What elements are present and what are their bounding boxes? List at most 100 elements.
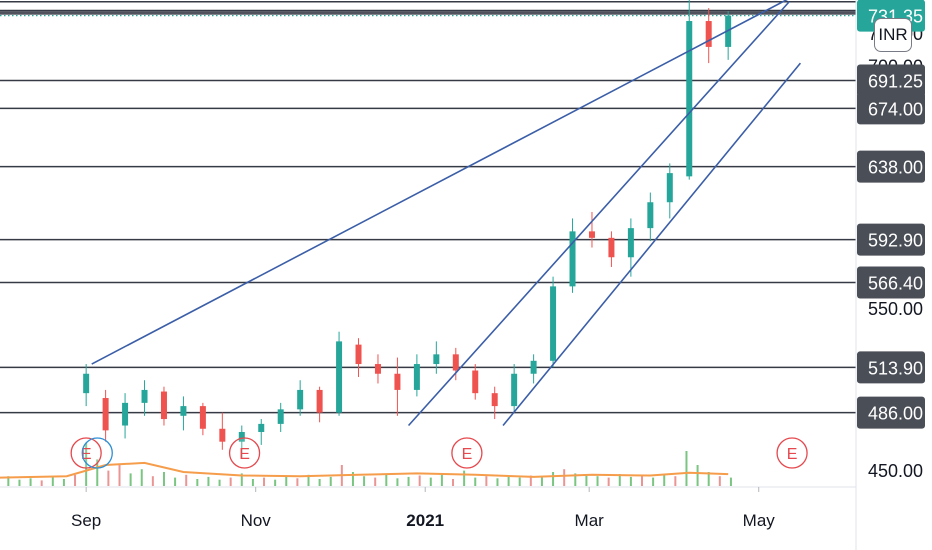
- volume-bar: [329, 476, 332, 486]
- volume-bar: [196, 479, 199, 486]
- volume-bar: [652, 477, 655, 486]
- volume-bar: [507, 476, 510, 486]
- volume-bar: [185, 474, 188, 486]
- candle-body: [550, 286, 557, 361]
- candle-body: [588, 231, 595, 238]
- volume-bar: [474, 477, 477, 486]
- earnings-marker: [451, 437, 483, 469]
- volume-bar: [96, 459, 99, 486]
- volume-bar: [296, 478, 299, 486]
- time-axis-tick-label: Mar: [575, 511, 605, 530]
- volume-moving-average-line: [0, 461, 729, 479]
- volume-bar: [218, 479, 221, 486]
- volume-bar: [307, 474, 310, 486]
- volume-bar: [140, 469, 143, 486]
- volume-bar: [607, 477, 610, 486]
- volume-bar: [118, 465, 121, 486]
- candle-body: [102, 398, 109, 431]
- level-price-tag-label: 513.90: [868, 358, 923, 378]
- candle-body: [238, 431, 245, 442]
- candle-body: [705, 21, 712, 47]
- volume-bar: [518, 477, 521, 486]
- level-price-tag-label: 592.90: [868, 231, 923, 251]
- candle-body: [627, 228, 634, 258]
- volume-bar: [407, 476, 410, 486]
- level-price-tag: [857, 351, 925, 384]
- candle-body: [297, 389, 304, 410]
- volume-bar: [107, 470, 110, 486]
- candle-body: [491, 393, 498, 407]
- volume-bar: [251, 479, 254, 486]
- level-price-tag: [857, 396, 925, 429]
- volume-bar: [618, 474, 621, 486]
- candle-body: [219, 428, 226, 442]
- level-price-tag: [857, 64, 925, 97]
- price-axis-tick-label: 550.00: [868, 299, 923, 319]
- volume-bar: [674, 476, 677, 486]
- candle-body: [666, 173, 673, 203]
- volume-bar: [74, 474, 77, 486]
- volume-bar: [29, 478, 32, 486]
- level-price-tag-label: 486.00: [868, 404, 923, 424]
- volume-bar: [574, 473, 577, 486]
- candle-body: [569, 231, 576, 287]
- earnings-marker-label: E: [81, 446, 92, 463]
- volume-bar: [207, 476, 210, 486]
- candle-body: [530, 360, 537, 374]
- volume-bar: [62, 479, 65, 486]
- candle-body: [199, 406, 206, 429]
- level-price-tag-label: 674.00: [868, 99, 923, 119]
- volume-bar: [540, 476, 543, 486]
- trendline: [502, 62, 802, 427]
- candle-body: [647, 202, 654, 229]
- candle-body: [452, 354, 459, 371]
- candle-body: [141, 389, 148, 403]
- candle-body: [160, 391, 167, 420]
- volume-bar: [318, 479, 321, 486]
- volume-bar: [663, 475, 666, 486]
- volume-bar: [452, 479, 455, 486]
- volume-bar: [585, 474, 588, 486]
- volume-bar: [440, 474, 443, 486]
- volume-bar: [718, 476, 721, 486]
- volume-bar: [263, 477, 266, 486]
- volume-bar: [729, 477, 732, 486]
- volume-bar: [596, 476, 599, 486]
- volume-bar: [151, 476, 154, 486]
- level-price-tag: [857, 223, 925, 256]
- volume-bar: [51, 476, 54, 486]
- candle-body: [83, 373, 90, 394]
- candle-body: [608, 237, 615, 258]
- level-price-tag-label: 638.00: [868, 158, 923, 178]
- earnings-marker: [776, 437, 808, 469]
- volume-bar: [162, 472, 165, 486]
- trendline: [91, 0, 788, 365]
- volume-bar: [129, 473, 132, 486]
- time-axis-tick-label: Nov: [241, 511, 272, 530]
- time-axis-tick-label: May: [743, 511, 776, 530]
- candle-body: [122, 402, 129, 426]
- candle-body: [316, 389, 323, 413]
- level-price-tag: [857, 266, 925, 299]
- candle-body: [336, 341, 343, 413]
- volume-bar: [374, 477, 377, 486]
- volume-bar: [418, 475, 421, 486]
- level-price-tag: [857, 150, 925, 183]
- volume-bar: [363, 476, 366, 486]
- volume-bar: [707, 472, 710, 486]
- volume-bar: [229, 477, 232, 486]
- volume-bar: [85, 442, 88, 486]
- price-axis-tick-label: 450.00: [868, 461, 923, 481]
- candle-body: [277, 409, 284, 424]
- volume-bar: [563, 469, 566, 486]
- volume-bar: [685, 451, 688, 486]
- trendline: [407, 1, 790, 427]
- currency-badge[interactable]: INR: [874, 18, 912, 52]
- volume-bar: [7, 476, 10, 486]
- volume-bar: [174, 477, 177, 486]
- dividend-marker: [81, 437, 113, 469]
- volume-bar: [463, 470, 466, 486]
- volume-bar: [529, 475, 532, 486]
